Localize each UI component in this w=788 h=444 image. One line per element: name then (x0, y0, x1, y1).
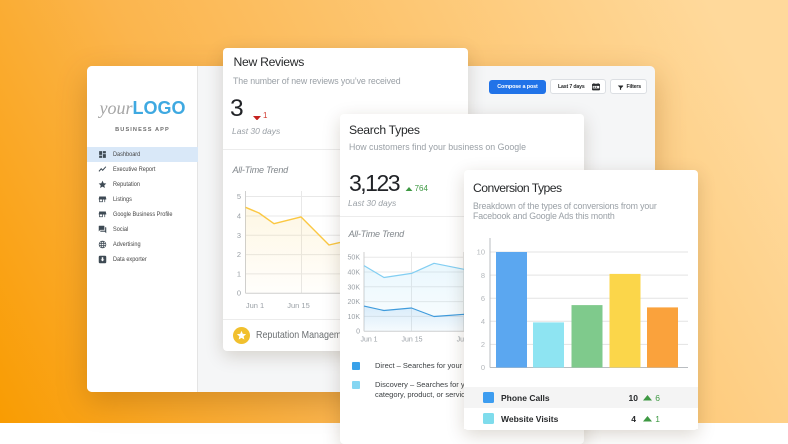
svg-text:4: 4 (481, 317, 485, 326)
svg-text:2: 2 (237, 250, 241, 259)
svg-text:8: 8 (481, 271, 485, 280)
svg-text:0: 0 (237, 289, 241, 298)
svg-text:3: 3 (237, 231, 241, 240)
svg-text:10K: 10K (348, 314, 361, 321)
svg-text:40K: 40K (348, 270, 361, 277)
svg-text:10: 10 (477, 248, 485, 257)
svg-text:0: 0 (481, 363, 485, 372)
svg-text:Jun 1: Jun 1 (360, 337, 377, 344)
svg-text:20K: 20K (348, 299, 361, 306)
svg-text:Jun 15: Jun 15 (287, 301, 310, 310)
svg-text:1: 1 (237, 269, 241, 278)
svg-text:6: 6 (481, 294, 485, 303)
svg-text:50K: 50K (348, 255, 361, 262)
svg-text:Jun 15: Jun 15 (401, 337, 422, 344)
svg-text:4: 4 (237, 212, 241, 221)
svg-text:Jun 1: Jun 1 (246, 301, 264, 310)
svg-text:0: 0 (356, 329, 360, 336)
svg-text:2: 2 (481, 340, 485, 349)
svg-text:30K: 30K (348, 284, 361, 291)
svg-text:5: 5 (237, 192, 241, 201)
